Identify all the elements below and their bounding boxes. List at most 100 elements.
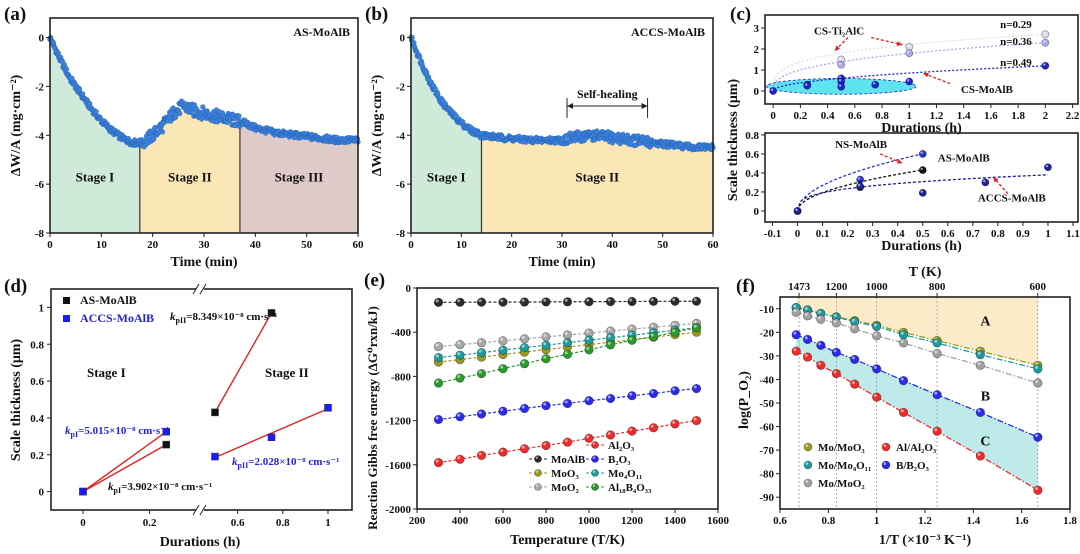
- stage-label: Stage I: [76, 170, 115, 185]
- point-highlight: [457, 299, 461, 303]
- point-highlight: [543, 333, 547, 337]
- point-highlight: [920, 167, 923, 171]
- data-point: [159, 129, 166, 135]
- point-highlight: [607, 395, 611, 399]
- data-point: [898, 330, 909, 340]
- top-tick-label: 1000: [866, 281, 889, 293]
- point-highlight: [1042, 63, 1046, 66]
- x-tick-label: 1000: [578, 515, 601, 527]
- legend-label: MoO₂: [551, 482, 579, 494]
- y-axis-label: Scale thickness (μm): [726, 79, 741, 202]
- data-point: [837, 60, 846, 69]
- arrow-head: [992, 176, 999, 183]
- data-point: [1041, 30, 1050, 39]
- sample-label: AS-MoAlB: [293, 25, 350, 39]
- data-point: [433, 414, 444, 425]
- y-tick-label: -2: [35, 81, 45, 93]
- stage-label: Stage III: [275, 170, 324, 185]
- rate-symbol: k: [65, 425, 71, 437]
- point-highlight: [833, 319, 837, 323]
- x-tick-label: 0.6: [231, 517, 245, 529]
- x-tick-label: 0.8: [875, 110, 889, 122]
- x-tick-label: 0.5: [916, 228, 930, 240]
- data-point: [932, 338, 942, 348]
- fit-curve: [773, 65, 1047, 91]
- data-point: [433, 297, 444, 307]
- data-point: [93, 109, 99, 115]
- point-highlight: [521, 299, 525, 303]
- point-highlight: [983, 179, 986, 183]
- point-highlight: [793, 331, 797, 335]
- x-tick-label: 1.4: [966, 515, 980, 527]
- point-highlight: [564, 400, 568, 404]
- data-point: [498, 364, 508, 374]
- y-tick-label: -70: [759, 445, 774, 457]
- point-highlight: [851, 356, 855, 360]
- data-point: [831, 318, 841, 328]
- plot-frame-top: [764, 14, 1079, 105]
- point-highlight: [592, 456, 596, 459]
- x-tick-label: 1.6: [1015, 515, 1029, 527]
- x-tick-label: 1: [1045, 228, 1051, 240]
- point-highlight: [629, 332, 633, 336]
- axis-break-gap: [196, 285, 204, 293]
- point-highlight: [500, 337, 504, 341]
- legend-label: Al₁₈B₄O₃₃: [608, 482, 652, 494]
- point-highlight: [607, 341, 611, 345]
- point-highlight: [693, 324, 697, 328]
- data-point: [455, 339, 465, 350]
- panel-label: (b): [365, 4, 388, 25]
- panel-label: (f): [736, 276, 755, 297]
- data-point: [541, 401, 551, 411]
- exponent-label: n=0.29: [1000, 19, 1032, 31]
- y-axis-label: Scale thickness (μm): [9, 339, 24, 462]
- data-point: [1041, 38, 1050, 47]
- rate-subscript: pI: [114, 486, 122, 495]
- data-point: [831, 368, 841, 379]
- data-point: [831, 347, 841, 357]
- fit-line: [82, 444, 167, 493]
- stage-region: [481, 135, 713, 233]
- point-highlight: [535, 470, 539, 473]
- data-point: [476, 348, 487, 358]
- point-highlight: [478, 339, 482, 343]
- legend-marker: [881, 442, 891, 452]
- data-point: [562, 398, 573, 409]
- arrow-head: [922, 72, 929, 78]
- y-tick-label: -4: [35, 130, 45, 142]
- data-point: [627, 391, 637, 401]
- axis-break-mark: [199, 504, 207, 516]
- legend-label: B/B₂O₃: [896, 460, 930, 472]
- point-highlight: [535, 456, 539, 459]
- data-point: [791, 330, 801, 340]
- point-highlight: [478, 410, 482, 414]
- data-point: [856, 182, 865, 191]
- point-highlight: [693, 417, 697, 421]
- x-tick-label: 20: [147, 239, 159, 251]
- data-point: [898, 407, 909, 418]
- x-tick-label: 2: [1043, 110, 1049, 122]
- point-highlight: [770, 88, 774, 91]
- point-highlight: [818, 342, 822, 346]
- point-highlight: [906, 79, 910, 82]
- legend-marker: [591, 441, 599, 449]
- y-axis-label: ΔW/A (mg·cm⁻²): [9, 74, 24, 176]
- point-highlight: [693, 298, 697, 302]
- point-highlight: [900, 331, 904, 335]
- data-point: [519, 359, 530, 369]
- legend-marker: [591, 455, 599, 463]
- x-tick-label: 60: [353, 239, 365, 251]
- data-point: [211, 452, 219, 461]
- data-point: [932, 426, 942, 436]
- data-point: [455, 350, 465, 360]
- data-point: [211, 408, 219, 417]
- x-tick-label: 0: [795, 228, 801, 240]
- legend-label: AS-MoAlB: [80, 293, 137, 307]
- self-healing-label: Self-healing: [577, 87, 638, 101]
- data-point: [932, 390, 942, 400]
- data-point: [898, 376, 909, 386]
- x-tick-label: 1.1: [1066, 228, 1080, 240]
- data-point: [498, 336, 508, 346]
- data-point: [236, 113, 242, 119]
- y-tick-label: -6: [396, 179, 406, 191]
